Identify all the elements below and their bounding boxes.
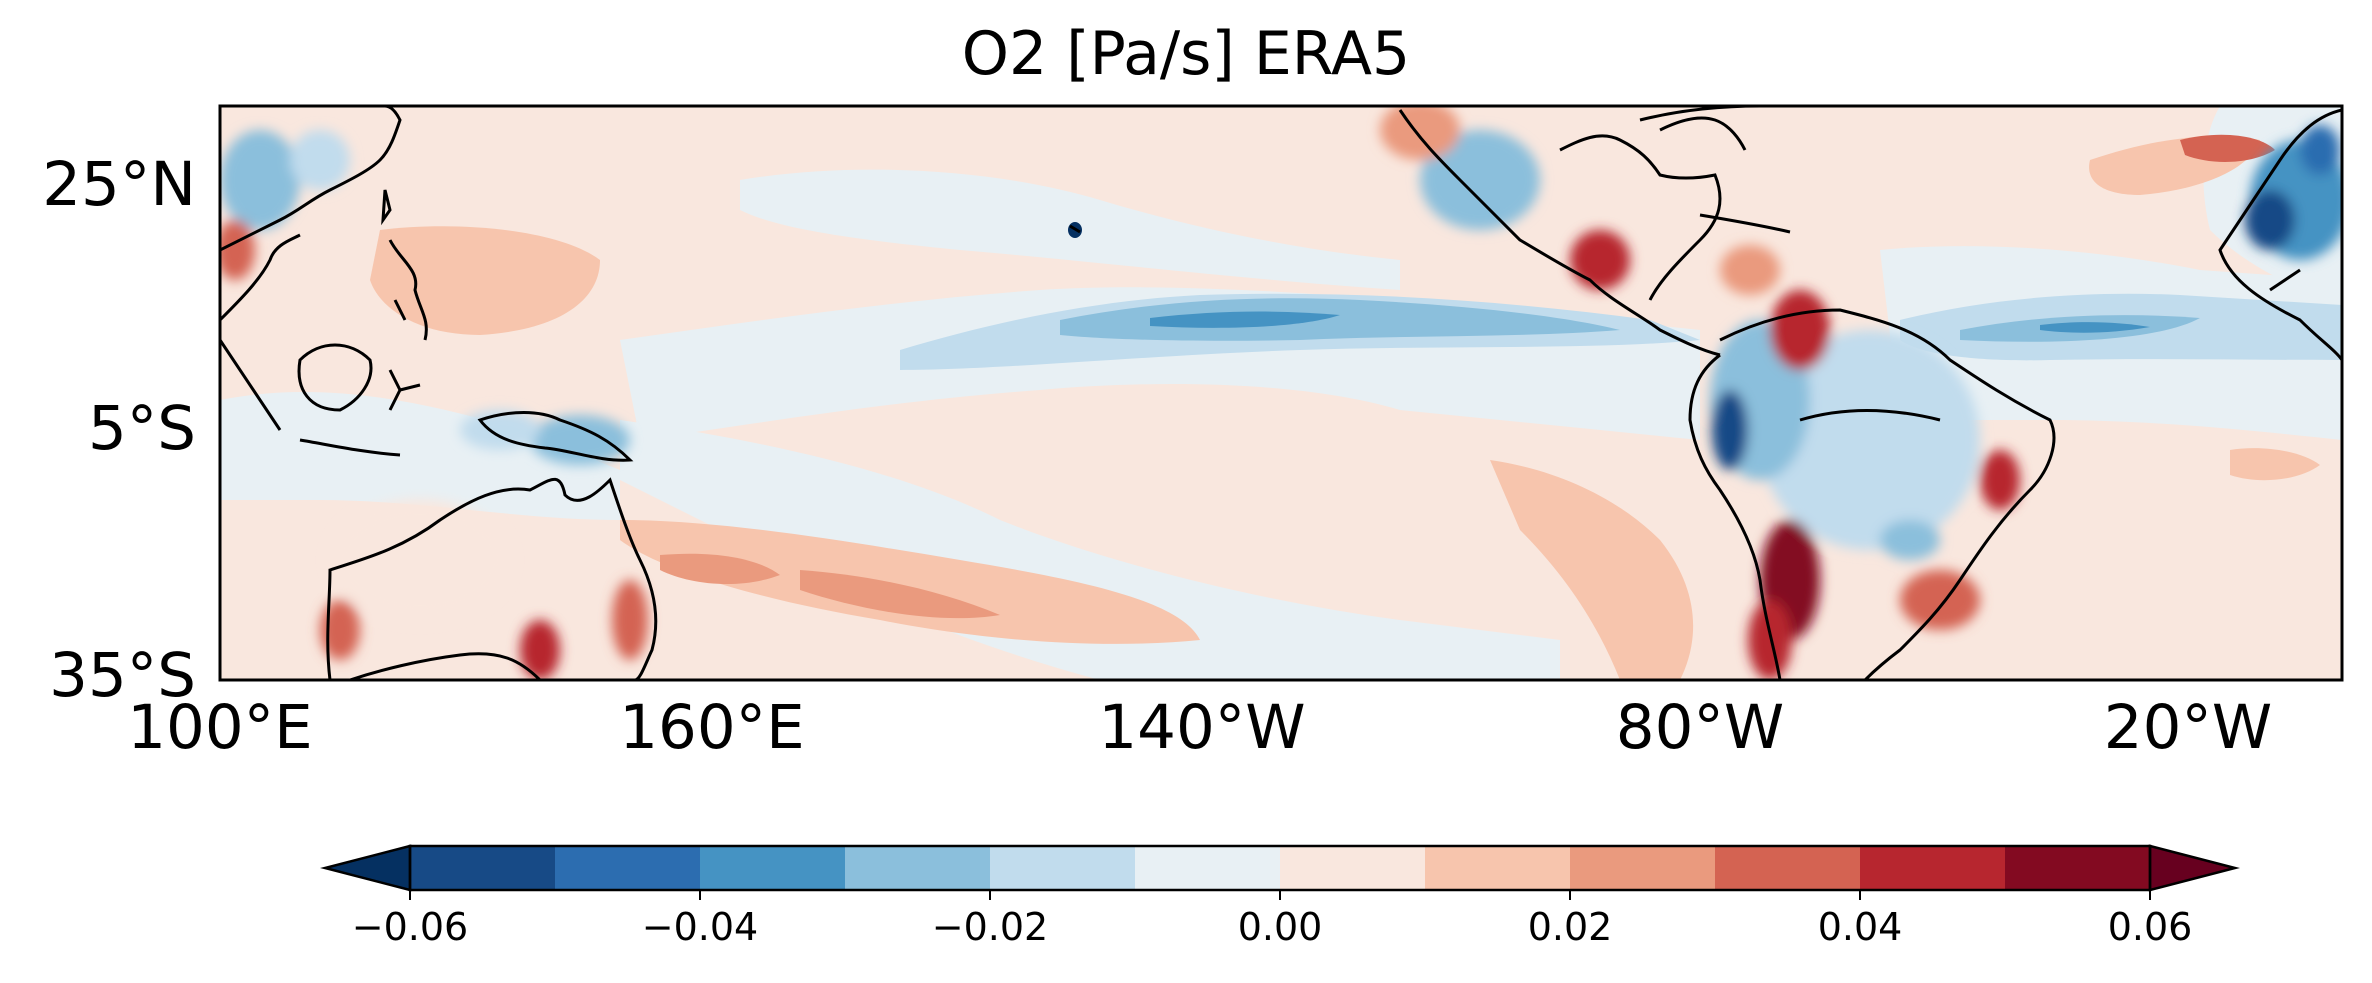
coastlines — [220, 106, 2342, 680]
coast-indochina — [220, 233, 301, 322]
coast-africa — [2218, 108, 2342, 361]
colorbar-cell — [1425, 846, 1571, 890]
colorbar-cell — [1715, 846, 1861, 890]
field-itcz-pacific-mid — [1060, 298, 1620, 341]
coast-australia — [326, 477, 658, 680]
coast-borneo — [297, 343, 373, 412]
field-itcz-pacific-core — [1150, 311, 1340, 328]
lat-label-25n: 25°N — [42, 149, 196, 220]
lon-label-140w: 140°W — [1098, 692, 1306, 763]
lon-label-160e: 160°E — [619, 692, 805, 763]
field-subsidence-east-pacific — [1490, 460, 1694, 680]
lat-label-5s: 5°S — [87, 393, 196, 464]
coast-florida — [1659, 116, 1747, 151]
field-land-convection — [220, 106, 2342, 680]
coast-australia-south — [349, 652, 542, 680]
field-subsidence-spcz-core2 — [800, 570, 1000, 619]
colorbar-cell — [700, 846, 846, 890]
colorbar-cell — [1135, 846, 1281, 890]
coast-new-guinea — [477, 411, 634, 462]
coast-philippines — [388, 239, 428, 341]
lon-label-100e: 100°E — [127, 692, 313, 763]
coast-hawaii — [1069, 224, 1081, 234]
coast-sulawesi — [388, 369, 421, 411]
coast-baja-mexico — [1398, 109, 1721, 357]
field-itcz-atlantic-strong — [2040, 322, 2150, 333]
field-weak-negative-pacific-south — [620, 420, 1560, 680]
map-title: O2 [Pa/s] ERA5 — [961, 19, 1411, 89]
coast-asia — [220, 106, 402, 252]
colorbar-tick-label: 0.06 — [2107, 905, 2193, 949]
lon-label-80w: 80°W — [1615, 692, 1785, 763]
map-frame — [218, 104, 2344, 682]
coast-amazon — [1799, 409, 1941, 422]
coast-south-america-east — [1719, 308, 2056, 680]
colorbar-cell — [1280, 846, 1426, 890]
field-subsidence-spcz-core — [660, 553, 780, 585]
coast-taiwan — [381, 189, 392, 226]
colorbar-tick-label: −0.02 — [931, 905, 1049, 949]
colorbar-cell — [1860, 846, 2006, 890]
field-subsidence-south-atlantic — [2230, 448, 2320, 481]
colorbar-cell — [2005, 846, 2151, 890]
colorbar-tick-label: 0.04 — [1817, 905, 1903, 949]
field-subsidence-north-atlantic-core — [2180, 134, 2275, 162]
colorbar-cell — [845, 846, 991, 890]
lon-label-20w: 20°W — [2103, 692, 2273, 763]
colorbar-cell — [990, 846, 1136, 890]
colorbar-extend-min — [320, 844, 412, 892]
colorbar-cell — [555, 846, 701, 890]
coast-africa-inner — [2269, 268, 2301, 292]
colorbar-extend-max — [2148, 844, 2240, 892]
coast-sumatra-java — [220, 339, 401, 457]
coast-gulf-mexico — [1559, 134, 1722, 301]
colorbar-tick-label: 0.00 — [1237, 905, 1323, 949]
field-subsidence-spcz — [620, 520, 1200, 644]
colorbar-cell — [1570, 846, 1716, 890]
lat-label-35s: 35°S — [49, 640, 196, 711]
colorbar-tick-label: 0.02 — [1527, 905, 1613, 949]
colorbar-tick-label: −0.06 — [351, 905, 469, 949]
field-subsidence-wnp — [370, 226, 600, 335]
colorbar-cell — [410, 846, 556, 890]
coast-cuba — [1699, 213, 1791, 234]
contour-field — [220, 106, 2342, 680]
coast-south-america — [1688, 353, 1782, 680]
colorbar — [320, 844, 2240, 900]
colorbar-tick-label: −0.04 — [641, 905, 759, 949]
